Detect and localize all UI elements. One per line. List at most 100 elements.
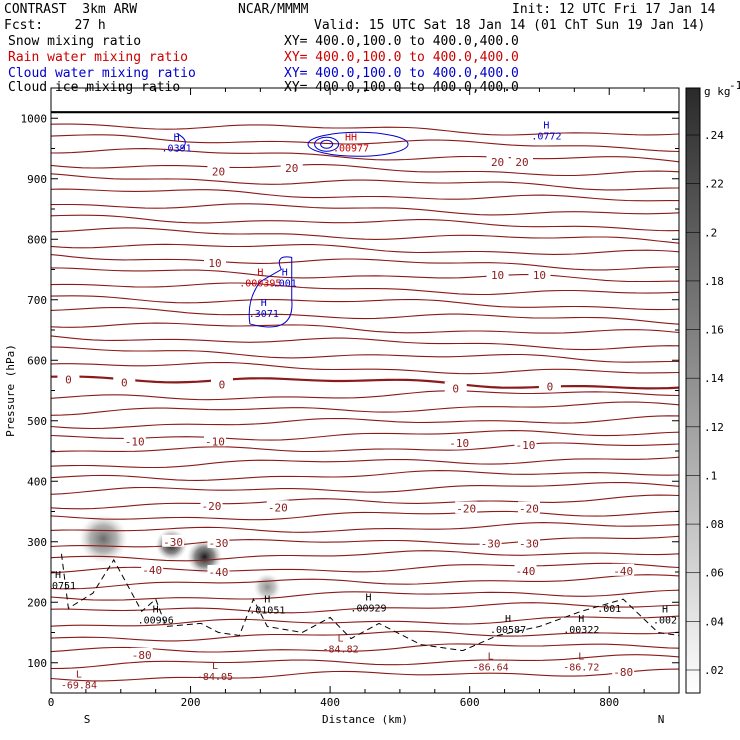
max-value-0: .00751 xyxy=(40,581,76,592)
min-mark-0: L xyxy=(76,669,82,680)
isotherm-line-25 xyxy=(51,335,679,351)
init-time: Init: 12 UTC Fri 17 Jan 14 xyxy=(512,2,716,17)
max-value-11: .0391 xyxy=(162,144,192,155)
snow-shading-0 xyxy=(78,514,128,564)
x-tick-label-3: 600 xyxy=(460,696,480,709)
y-axis-label: Pressure (hPa) xyxy=(4,344,17,437)
max-mark-5: H xyxy=(578,614,584,625)
isotherm-line-7 xyxy=(51,574,679,590)
isotherm-line-22 xyxy=(51,375,679,390)
isotherm-line-13 xyxy=(51,494,679,510)
isotherm-line-21 xyxy=(51,390,679,401)
colorbar-unit-exp: -1 xyxy=(729,79,740,92)
cloud-water-contour-lower-3 xyxy=(307,131,409,157)
colorbar-label-5: .14 xyxy=(704,372,724,385)
x-axis-label: Distance (km) xyxy=(322,713,408,726)
contour-label-5-4: 0 xyxy=(547,380,554,393)
colorbar-label-6: .12 xyxy=(704,421,724,434)
contour-label-6-0: 10 xyxy=(208,257,221,270)
contour-label-4-2: -10 xyxy=(449,437,469,450)
min-mark-3: L xyxy=(488,652,494,663)
contour-label-7-2: 20 xyxy=(491,156,504,169)
contour-label-1-1: -40 xyxy=(209,566,229,579)
contour-label-4-0: -10 xyxy=(125,435,145,448)
min-value-0: -69.84 xyxy=(61,680,97,691)
colorbar-label-4: .16 xyxy=(704,324,724,337)
contour-label-7-1: 20 xyxy=(285,162,298,175)
isotherm-line-4 xyxy=(51,615,679,627)
cloud-water-contour-lower-1 xyxy=(314,136,340,152)
cloud-ice-contour xyxy=(60,553,679,652)
isotherm-line-19 xyxy=(51,415,679,430)
colorbar xyxy=(685,87,701,694)
colorbar-unit: g kg xyxy=(704,85,731,98)
min-value-4: -86.72 xyxy=(563,663,599,674)
max-value-1: .00996 xyxy=(138,616,174,627)
max-mark-12: HH xyxy=(345,133,357,144)
colorbar-label-1: .22 xyxy=(704,178,724,191)
isotherm-line-9 xyxy=(51,550,679,562)
isotherm-line-33 xyxy=(51,227,679,244)
y-tick-label-5: 600 xyxy=(27,354,47,367)
y-tick-label-4: 500 xyxy=(27,415,47,428)
cloud-water-contour-left xyxy=(176,132,186,152)
isotherm-line-10 xyxy=(51,535,679,548)
max-mark-13: H xyxy=(543,121,549,132)
colorbar-label-3: .18 xyxy=(704,275,724,288)
org-label: NCAR/MMMM xyxy=(238,2,309,17)
contour-label-1-2: -40 xyxy=(516,565,536,578)
cloud-water-contour-lower-2 xyxy=(320,139,334,149)
isotherm-line-34 xyxy=(51,214,679,232)
field-xy-rain: XY= 400.0,100.0 to 400.0,400.0 xyxy=(284,50,519,65)
y-tick-label-6: 700 xyxy=(27,294,47,307)
field-xy-snow: XY= 400.0,100.0 to 400.0,400.0 xyxy=(284,34,519,49)
y-tick-label-1: 200 xyxy=(27,596,47,609)
y-tick-label-2: 300 xyxy=(27,536,47,549)
contour-label-5-0: 0 xyxy=(65,374,72,387)
contour-label-5-1: 0 xyxy=(121,377,128,390)
max-mark-9: H xyxy=(257,268,263,279)
colorbar-label-8: .08 xyxy=(704,518,724,531)
isotherm-line-23 xyxy=(51,361,679,375)
contour-label-5-2: 0 xyxy=(219,378,226,391)
x-tick-label-2: 400 xyxy=(320,696,340,709)
colorbar-label-0: .24 xyxy=(704,129,724,142)
isotherm-line-40 xyxy=(51,134,679,153)
max-mark-2: H xyxy=(264,594,270,605)
min-value-2: -84.82 xyxy=(323,645,359,656)
max-value-6: .002 xyxy=(653,616,677,627)
contour-label-7-3: 20 xyxy=(515,156,528,169)
isotherm-line-17 xyxy=(51,442,679,453)
isotherm-line-38 xyxy=(51,164,679,177)
max-value-13: .0772 xyxy=(531,132,561,143)
isotherm-line-26 xyxy=(51,322,679,334)
isotherm-line-16 xyxy=(51,456,679,469)
isotherm-line-0 xyxy=(51,668,679,682)
isotherm-line-30 xyxy=(51,267,679,283)
colorbar-label-10: .04 xyxy=(704,615,724,628)
isotherm-line-14 xyxy=(51,481,679,495)
y-tick-label-9: 1000 xyxy=(21,112,48,125)
field-name-rain: Rain water mixing ratio xyxy=(8,50,189,65)
isotherm-line-28 xyxy=(51,295,679,311)
isotherm-line-41 xyxy=(51,123,679,136)
forecast-hour: Fcst: 27 h xyxy=(4,18,106,33)
isotherm-line-29 xyxy=(51,282,679,296)
contour-label-3-3: -20 xyxy=(519,502,539,515)
contour-label-4-3: -10 xyxy=(516,439,536,452)
isotherm-line-2 xyxy=(51,643,679,653)
isotherm-line-27 xyxy=(51,306,679,325)
max-value-2: .01051 xyxy=(249,605,285,616)
max-mark-6: H xyxy=(662,605,668,616)
y-tick-label-3: 400 xyxy=(27,475,47,488)
contour-label-0-0: -80 xyxy=(132,649,152,662)
isotherm-line-36 xyxy=(51,188,679,202)
isotherm-line-20 xyxy=(51,401,679,416)
min-mark-4: L xyxy=(578,652,584,663)
colorbar-label-2: .2 xyxy=(704,226,717,239)
contour-label-2-0: -30 xyxy=(163,536,183,549)
contour-label-6-1: 10 xyxy=(491,269,504,282)
isotherm-line-12 xyxy=(51,510,679,521)
isotherm-line-31 xyxy=(51,254,679,271)
